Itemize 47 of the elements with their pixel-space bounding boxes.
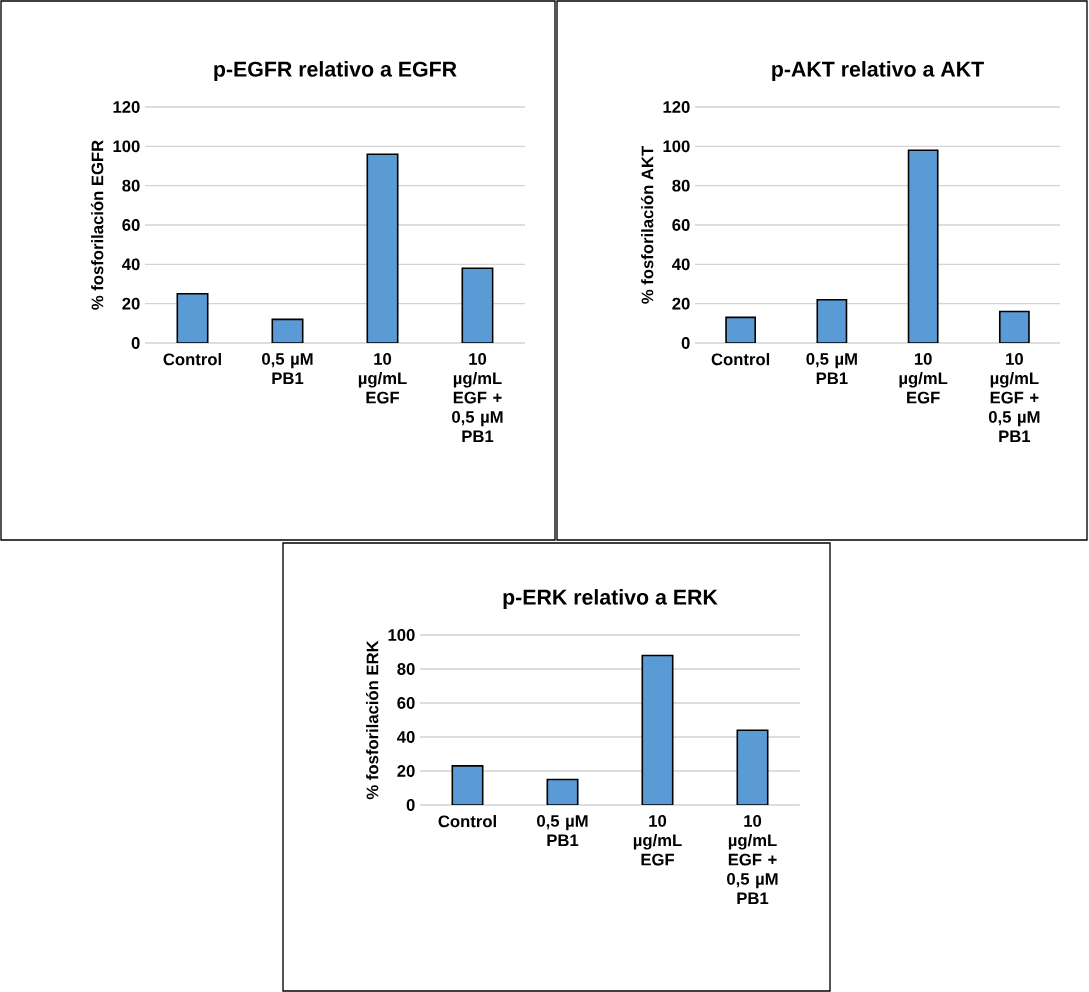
y-tick-label: 80	[672, 179, 690, 192]
y-tick-label: 60	[397, 697, 415, 709]
y-tick-label: 60	[672, 219, 690, 231]
bar	[451, 765, 484, 805]
bar	[736, 729, 769, 805]
y-tick-label: 0	[131, 337, 140, 349]
y-tick-label: 40	[122, 258, 140, 271]
y-tick-label: 120	[663, 101, 690, 113]
y-tick-label: 80	[122, 179, 140, 192]
x-tick-label: 10 µg/mL EGF + 0,5 µM PB1	[727, 815, 778, 904]
y-tick-label: 100	[388, 629, 415, 641]
y-tick-label: 40	[672, 258, 690, 271]
bar	[176, 293, 209, 343]
y-tick-label: 60	[122, 219, 140, 231]
x-tick-label: Control	[163, 353, 221, 366]
bar	[816, 298, 848, 343]
x-tick-label: 10 µg/mL EGF + 0,5 µM PB1	[988, 353, 1040, 442]
x-tick-label: 10 µg/mL EGF	[899, 353, 948, 404]
y-tick-label: 20	[397, 765, 415, 777]
y-tick-label: 40	[397, 731, 415, 743]
x-tick-label: 10 µg/mL EGF	[633, 815, 682, 866]
x-tick-label: 0,5 µM PB1	[262, 353, 313, 384]
y-tick-label: 20	[122, 297, 140, 310]
bar	[546, 778, 579, 805]
y-tick-label: 0	[681, 337, 690, 349]
y-tick-label: 100	[113, 140, 140, 153]
y-axis-title: % fosforilación AKT	[640, 146, 654, 304]
x-tick-label: 0,5 µM PB1	[806, 353, 857, 384]
y-tick-label: 100	[663, 140, 690, 153]
chart-title: p-ERK relativo a ERK	[503, 589, 718, 609]
chart-title: p-EGFR relativo a EGFR	[214, 61, 457, 81]
y-tick-label: 120	[113, 101, 140, 113]
x-tick-label: 10 µg/mL EGF + 0,5 µM PB1	[452, 353, 503, 442]
x-tick-label: 0,5 µM PB1	[537, 815, 588, 846]
bar	[461, 267, 494, 343]
y-tick-label: 20	[672, 297, 690, 310]
y-tick-label: 80	[397, 663, 415, 675]
bar	[366, 153, 399, 343]
x-tick-label: Control	[438, 815, 496, 828]
x-tick-label: Control	[711, 353, 770, 366]
y-axis-title: % fosforilación EGFR	[90, 140, 104, 310]
y-axis-title: % fosforilación ERK	[365, 640, 379, 800]
y-tick-label: 0	[406, 799, 415, 811]
bar	[907, 149, 939, 343]
bar	[641, 654, 674, 805]
x-tick-label: 10 µg/mL EGF	[358, 353, 407, 404]
chart-title: p-AKT relativo a AKT	[772, 61, 984, 81]
